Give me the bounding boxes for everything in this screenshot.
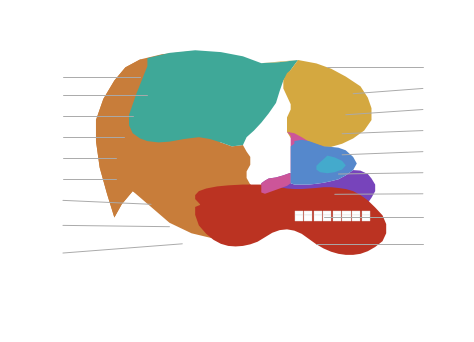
Polygon shape bbox=[291, 140, 357, 185]
Polygon shape bbox=[362, 215, 370, 221]
Polygon shape bbox=[343, 215, 351, 221]
Polygon shape bbox=[261, 132, 324, 194]
Polygon shape bbox=[304, 215, 312, 221]
Polygon shape bbox=[316, 156, 346, 173]
Polygon shape bbox=[352, 211, 360, 215]
Polygon shape bbox=[314, 215, 322, 221]
Polygon shape bbox=[362, 211, 370, 215]
Polygon shape bbox=[295, 215, 303, 221]
Polygon shape bbox=[295, 211, 303, 215]
Polygon shape bbox=[261, 170, 375, 216]
Polygon shape bbox=[333, 215, 341, 221]
Polygon shape bbox=[195, 185, 386, 255]
Polygon shape bbox=[304, 211, 312, 215]
Polygon shape bbox=[96, 52, 254, 239]
Polygon shape bbox=[333, 211, 341, 215]
Polygon shape bbox=[343, 211, 351, 215]
Polygon shape bbox=[314, 211, 322, 215]
Polygon shape bbox=[122, 137, 265, 211]
Polygon shape bbox=[129, 50, 298, 146]
Polygon shape bbox=[323, 215, 331, 221]
Polygon shape bbox=[323, 211, 331, 215]
Polygon shape bbox=[352, 215, 360, 221]
Polygon shape bbox=[261, 60, 372, 147]
Polygon shape bbox=[96, 60, 151, 218]
